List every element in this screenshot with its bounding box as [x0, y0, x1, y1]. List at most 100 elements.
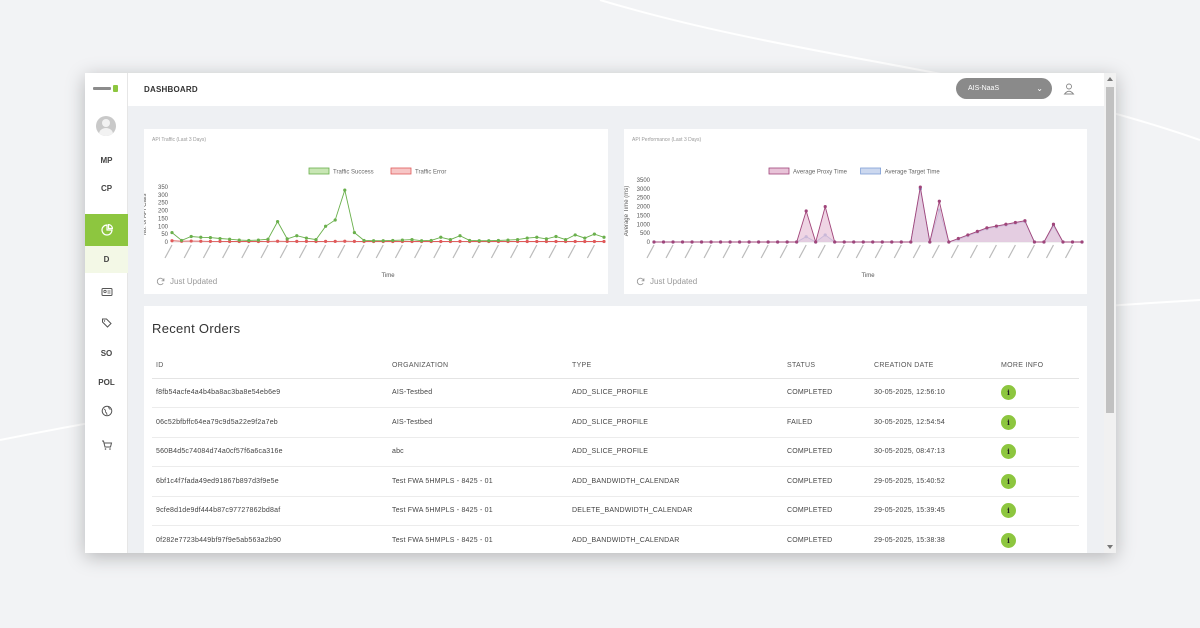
y-tick-label: 3000 — [637, 187, 651, 193]
x-tick-mark — [1026, 244, 1035, 259]
info-icon[interactable]: i — [1001, 473, 1016, 489]
info-icon[interactable]: i — [1001, 414, 1016, 430]
scrollbar-thumb[interactable] — [1106, 87, 1114, 413]
x-axis-label: Time — [381, 273, 395, 279]
data-point — [324, 224, 328, 228]
table-row[interactable]: 6bf1c4f7fada49ed91867b897d3f9e5e Test FW… — [152, 466, 1079, 497]
x-tick-mark — [548, 244, 557, 259]
sidebar-item-label: MP — [100, 155, 113, 165]
table-header-row: ID ORGANIZATION TYPE STATUS CREATION DAT… — [152, 354, 1079, 379]
table-row[interactable]: 560B4d5c74084d74a0cf57f6a6ca316e abc ADD… — [152, 437, 1079, 467]
globe-icon — [101, 405, 112, 417]
info-icon[interactable]: i — [1001, 385, 1016, 401]
data-point — [468, 238, 472, 243]
data-point — [266, 239, 270, 243]
column-header-creation-date[interactable]: CREATION DATE — [870, 354, 997, 379]
table-row[interactable]: 9cfe8d1de9df444b87c97727862bd8af Test FW… — [152, 496, 1079, 526]
table-row[interactable]: 0f282e7723b449bf97f9e5ab563a2b90 Test FW… — [152, 525, 1079, 553]
sidebar-item-globe[interactable] — [85, 402, 128, 420]
refresh-icon[interactable] — [156, 277, 165, 286]
x-tick-mark — [741, 244, 750, 259]
table-row[interactable]: 06c52bfbffc64ea79c9d5a22e9f2a7eb AIS-Tes… — [152, 407, 1079, 438]
scrollbar[interactable] — [1104, 73, 1116, 553]
x-tick-mark — [646, 244, 655, 259]
data-point — [966, 233, 970, 237]
avatar[interactable] — [96, 116, 116, 136]
legend-swatch — [768, 167, 790, 175]
sidebar-item-pol[interactable]: POL — [85, 373, 128, 391]
x-tick-mark — [586, 244, 595, 259]
x-tick-mark — [260, 244, 269, 259]
sidebar-item-cart[interactable] — [85, 436, 128, 454]
order-status: COMPLETED — [783, 525, 870, 553]
data-point — [833, 240, 837, 244]
user-icon[interactable] — [1062, 82, 1076, 96]
data-point — [554, 239, 558, 244]
order-id: 9cfe8d1de9df444b87c97727862bd8af — [152, 496, 388, 526]
sidebar-item-d[interactable]: D — [85, 246, 128, 273]
data-point — [410, 238, 414, 242]
order-status: COMPLETED — [783, 437, 870, 467]
x-tick-mark — [798, 244, 807, 259]
data-point — [573, 233, 577, 237]
data-point — [189, 239, 193, 243]
data-point — [699, 240, 704, 244]
data-point — [487, 239, 491, 243]
column-header-status[interactable]: STATUS — [783, 354, 870, 379]
x-tick-mark — [855, 244, 864, 259]
column-header-id[interactable]: ID — [152, 354, 388, 379]
series-area — [654, 187, 1082, 242]
column-header-type[interactable]: TYPE — [568, 354, 783, 379]
data-point — [890, 240, 894, 244]
order-organization: AIS-Testbed — [388, 407, 568, 438]
organization-select[interactable]: AIS-NaaS ⌄ — [956, 78, 1052, 99]
data-point — [180, 238, 184, 243]
sidebar-item-so[interactable]: SO — [85, 344, 128, 362]
sidebar-item-label: D — [103, 255, 110, 264]
brand-logo[interactable] — [93, 84, 121, 92]
sidebar-item-label: SO — [100, 348, 113, 358]
order-id: 06c52bfbffc64ea79c9d5a22e9f2a7eb — [152, 407, 388, 438]
refresh-icon[interactable] — [636, 277, 645, 286]
info-icon[interactable]: i — [1001, 444, 1016, 460]
sidebar-item-mp[interactable]: MP — [85, 151, 128, 169]
data-point — [852, 240, 856, 244]
sidebar-item-dashboard[interactable] — [85, 214, 128, 246]
data-point — [237, 238, 241, 242]
data-point — [208, 239, 212, 243]
x-tick-mark — [893, 244, 902, 259]
data-point — [506, 238, 510, 242]
column-header-organization[interactable]: ORGANIZATION — [388, 354, 568, 379]
data-point — [1004, 222, 1008, 226]
order-date: 29-05-2025, 15:38:38 — [870, 525, 997, 553]
info-icon[interactable]: i — [1001, 503, 1016, 519]
scroll-down-arrow-icon[interactable] — [1107, 545, 1113, 549]
data-point — [448, 238, 452, 242]
sidebar-item-cp[interactable]: CP — [85, 179, 128, 197]
data-point — [766, 240, 770, 244]
data-point — [458, 234, 462, 238]
updated-status: Just Updated — [636, 277, 697, 286]
scroll-up-arrow-icon[interactable] — [1107, 77, 1113, 81]
x-tick-mark — [529, 244, 538, 259]
data-point — [218, 236, 222, 241]
table-row[interactable]: f8fb54acfe4a4b4ba8ac3ba8e54eb6e9 AIS-Tes… — [152, 378, 1079, 408]
order-date: 30-05-2025, 12:56:10 — [870, 378, 997, 408]
data-point — [170, 239, 174, 243]
data-point — [458, 239, 462, 243]
data-point — [947, 240, 951, 244]
data-point — [439, 235, 443, 239]
x-tick-mark — [1007, 244, 1016, 259]
order-id: 560B4d5c74084d74a0cf57f6a6ca316e — [152, 437, 388, 467]
data-point — [994, 224, 998, 228]
info-icon[interactable]: i — [1001, 532, 1016, 548]
data-point — [795, 240, 799, 244]
x-tick-mark — [874, 244, 883, 259]
data-point — [256, 238, 260, 242]
x-tick-mark — [836, 244, 845, 259]
sidebar-item-tags[interactable] — [85, 314, 128, 332]
x-tick-mark — [414, 244, 423, 259]
sidebar-item-label: CP — [100, 183, 113, 193]
order-status: COMPLETED — [783, 496, 870, 526]
sidebar-item-id-card[interactable] — [85, 283, 128, 301]
